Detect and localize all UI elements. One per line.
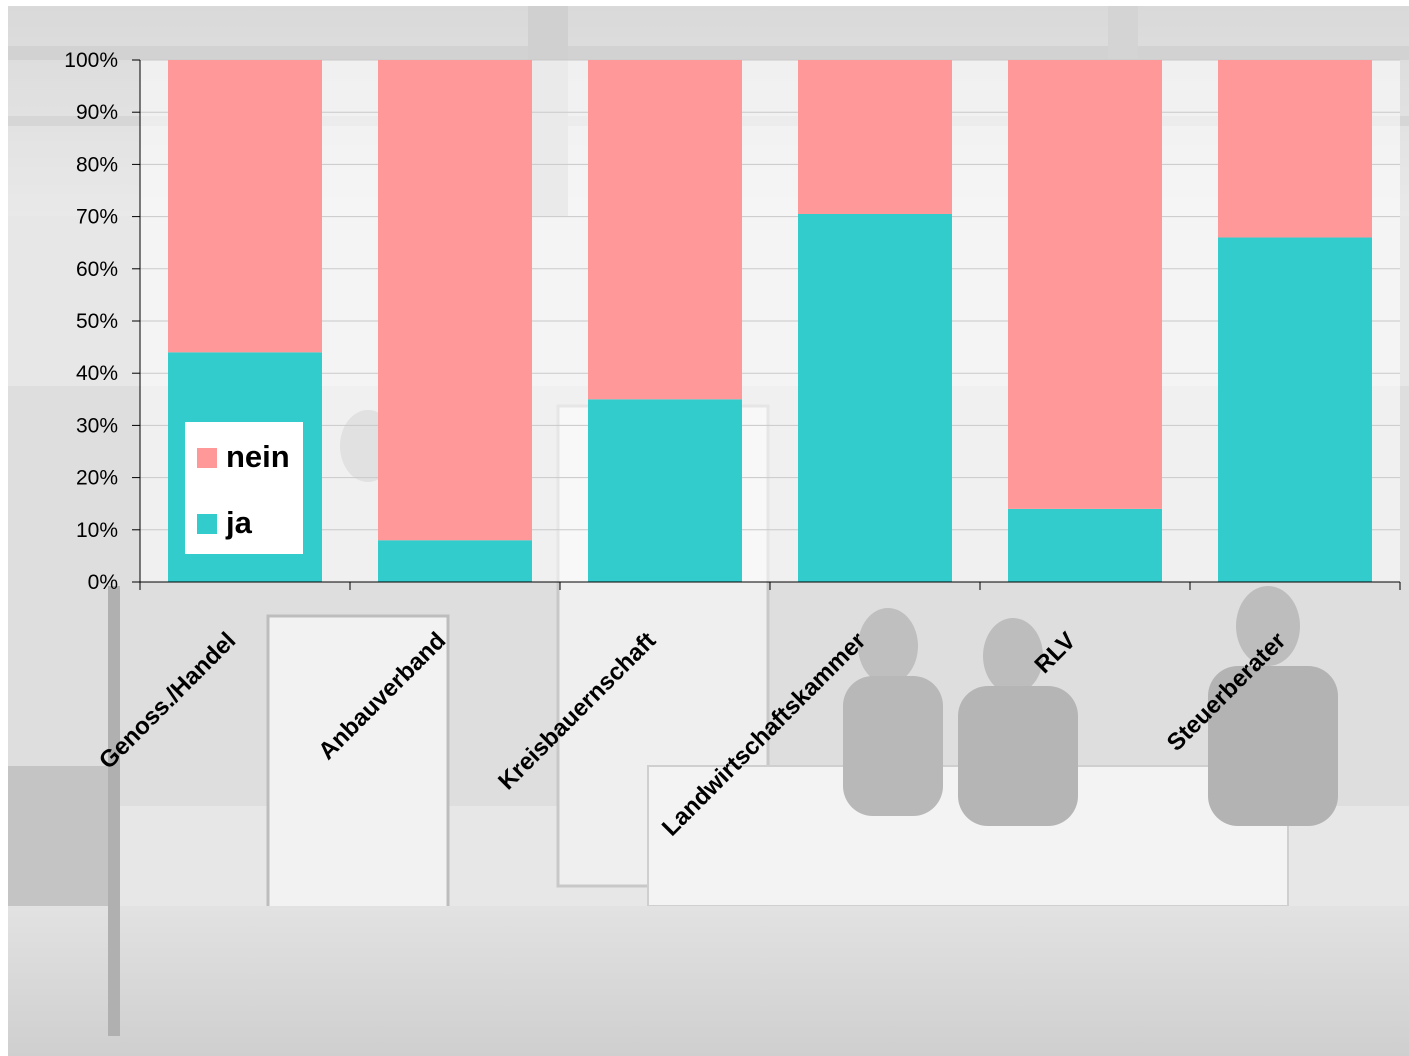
bar-nein-1 — [378, 60, 532, 541]
y-tick-label: 90% — [76, 101, 118, 124]
y-tick-label: 70% — [76, 206, 118, 229]
y-tick-label: 20% — [76, 467, 118, 490]
x-axis: Genoss./Handel Anbauverband Kreisbauernsch… — [94, 582, 1401, 841]
category-label: Steuerberater — [1162, 627, 1291, 756]
legend-swatch-nein — [197, 448, 217, 468]
legend: nein ja — [185, 422, 303, 554]
legend-label: nein — [226, 439, 290, 474]
bar-nein-0 — [168, 60, 322, 353]
category-label: Landwirtschaftskammer — [657, 627, 871, 841]
bar-ja-5 — [1218, 237, 1372, 583]
category-label: Genoss./Handel — [94, 627, 241, 774]
legend-label: ja — [225, 505, 253, 540]
y-tick-label: 10% — [76, 519, 118, 542]
y-tick-label: 100% — [64, 49, 118, 72]
category-label: RLV — [1029, 627, 1081, 679]
bars — [168, 60, 1372, 583]
y-tick-label: 30% — [76, 414, 118, 437]
y-tick-label: 0% — [88, 571, 118, 594]
bar-nein-3 — [798, 60, 952, 214]
bar-nein-5 — [1218, 60, 1372, 238]
y-tick-label: 60% — [76, 258, 118, 281]
legend-swatch-ja — [197, 514, 217, 534]
bar-ja-2 — [588, 399, 742, 582]
y-tick-label: 40% — [76, 362, 118, 385]
y-tick-label: 50% — [76, 310, 118, 333]
category-label: Kreisbauernschaft — [493, 627, 661, 795]
y-tick-label: 80% — [76, 153, 118, 176]
y-axis: 0% 10% 20% 30% 40% 50% 60% 70% 80% 90% 100% — [64, 49, 1400, 594]
bar-ja-4 — [1008, 508, 1162, 582]
gridlines — [140, 59, 1400, 583]
bar-nein-4 — [1008, 60, 1162, 509]
bar-ja-3 — [798, 213, 952, 583]
category-label: Anbauverband — [313, 627, 451, 765]
bar-nein-2 — [588, 60, 742, 400]
bar-ja-1 — [378, 540, 532, 582]
